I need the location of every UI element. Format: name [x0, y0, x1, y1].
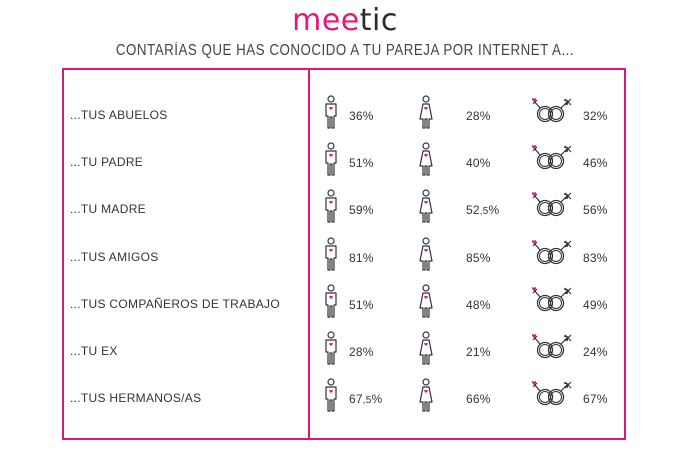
data-value: 85% — [466, 250, 491, 265]
data-value: 49% — [583, 297, 608, 312]
data-value: 67% — [583, 392, 608, 407]
data-value: 32% — [583, 109, 608, 123]
table-frame — [62, 68, 626, 440]
couple-symbol-icon — [532, 332, 572, 362]
column-divider — [308, 68, 310, 440]
woman-icon — [418, 378, 434, 412]
couple-symbol-icon — [532, 190, 572, 220]
data-value: 40% — [466, 156, 491, 171]
data-value: 36% — [349, 109, 374, 123]
data-value: 67,5% — [349, 392, 383, 407]
data-value: 59% — [349, 203, 374, 218]
woman-icon — [418, 95, 434, 129]
data-value: 66% — [466, 392, 491, 407]
row-label: ...TU MADRE — [70, 202, 146, 217]
data-value: 51% — [349, 156, 374, 171]
logo-text: meetic — [292, 3, 398, 38]
row-label: ...TU EX — [70, 344, 118, 358]
man-icon — [323, 237, 339, 271]
data-value: 28% — [466, 109, 491, 123]
man-icon — [323, 331, 339, 365]
data-value: 81% — [349, 250, 374, 265]
woman-icon — [418, 331, 434, 365]
woman-icon — [418, 189, 434, 223]
row-label: ...TUS AMIGOS — [70, 249, 159, 264]
row-label: ...TU PADRE — [70, 155, 144, 170]
data-value: 46% — [583, 156, 608, 171]
man-icon — [323, 284, 339, 318]
man-icon — [323, 142, 339, 176]
man-icon — [323, 95, 339, 129]
man-icon — [323, 189, 339, 223]
meetic-logo: meetic — [0, 4, 690, 38]
man-icon — [323, 378, 339, 412]
couple-symbol-icon — [532, 238, 572, 268]
couple-symbol-icon — [532, 285, 572, 315]
row-label: ...TUS ABUELOS — [70, 108, 168, 122]
couple-symbol-icon — [532, 379, 572, 409]
data-value: 48% — [466, 297, 491, 312]
woman-icon — [418, 237, 434, 271]
woman-icon — [418, 284, 434, 318]
couple-symbol-icon — [532, 143, 572, 173]
data-value: 56% — [583, 203, 608, 218]
data-value: 52,5% — [466, 203, 500, 218]
row-label: ...TUS HERMANOS/AS — [70, 391, 202, 406]
data-value: 24% — [583, 345, 608, 359]
data-value: 83% — [583, 250, 608, 265]
chart-title: CONTARÍAS QUE HAS CONOCIDO A TU PAREJA P… — [115, 42, 575, 59]
data-value: 21% — [466, 345, 491, 359]
woman-icon — [418, 142, 434, 176]
data-value: 51% — [349, 297, 374, 312]
couple-symbol-icon — [532, 96, 572, 126]
row-label: ...TUS COMPAÑEROS DE TRABAJO — [70, 296, 280, 311]
data-value: 28% — [349, 345, 374, 359]
